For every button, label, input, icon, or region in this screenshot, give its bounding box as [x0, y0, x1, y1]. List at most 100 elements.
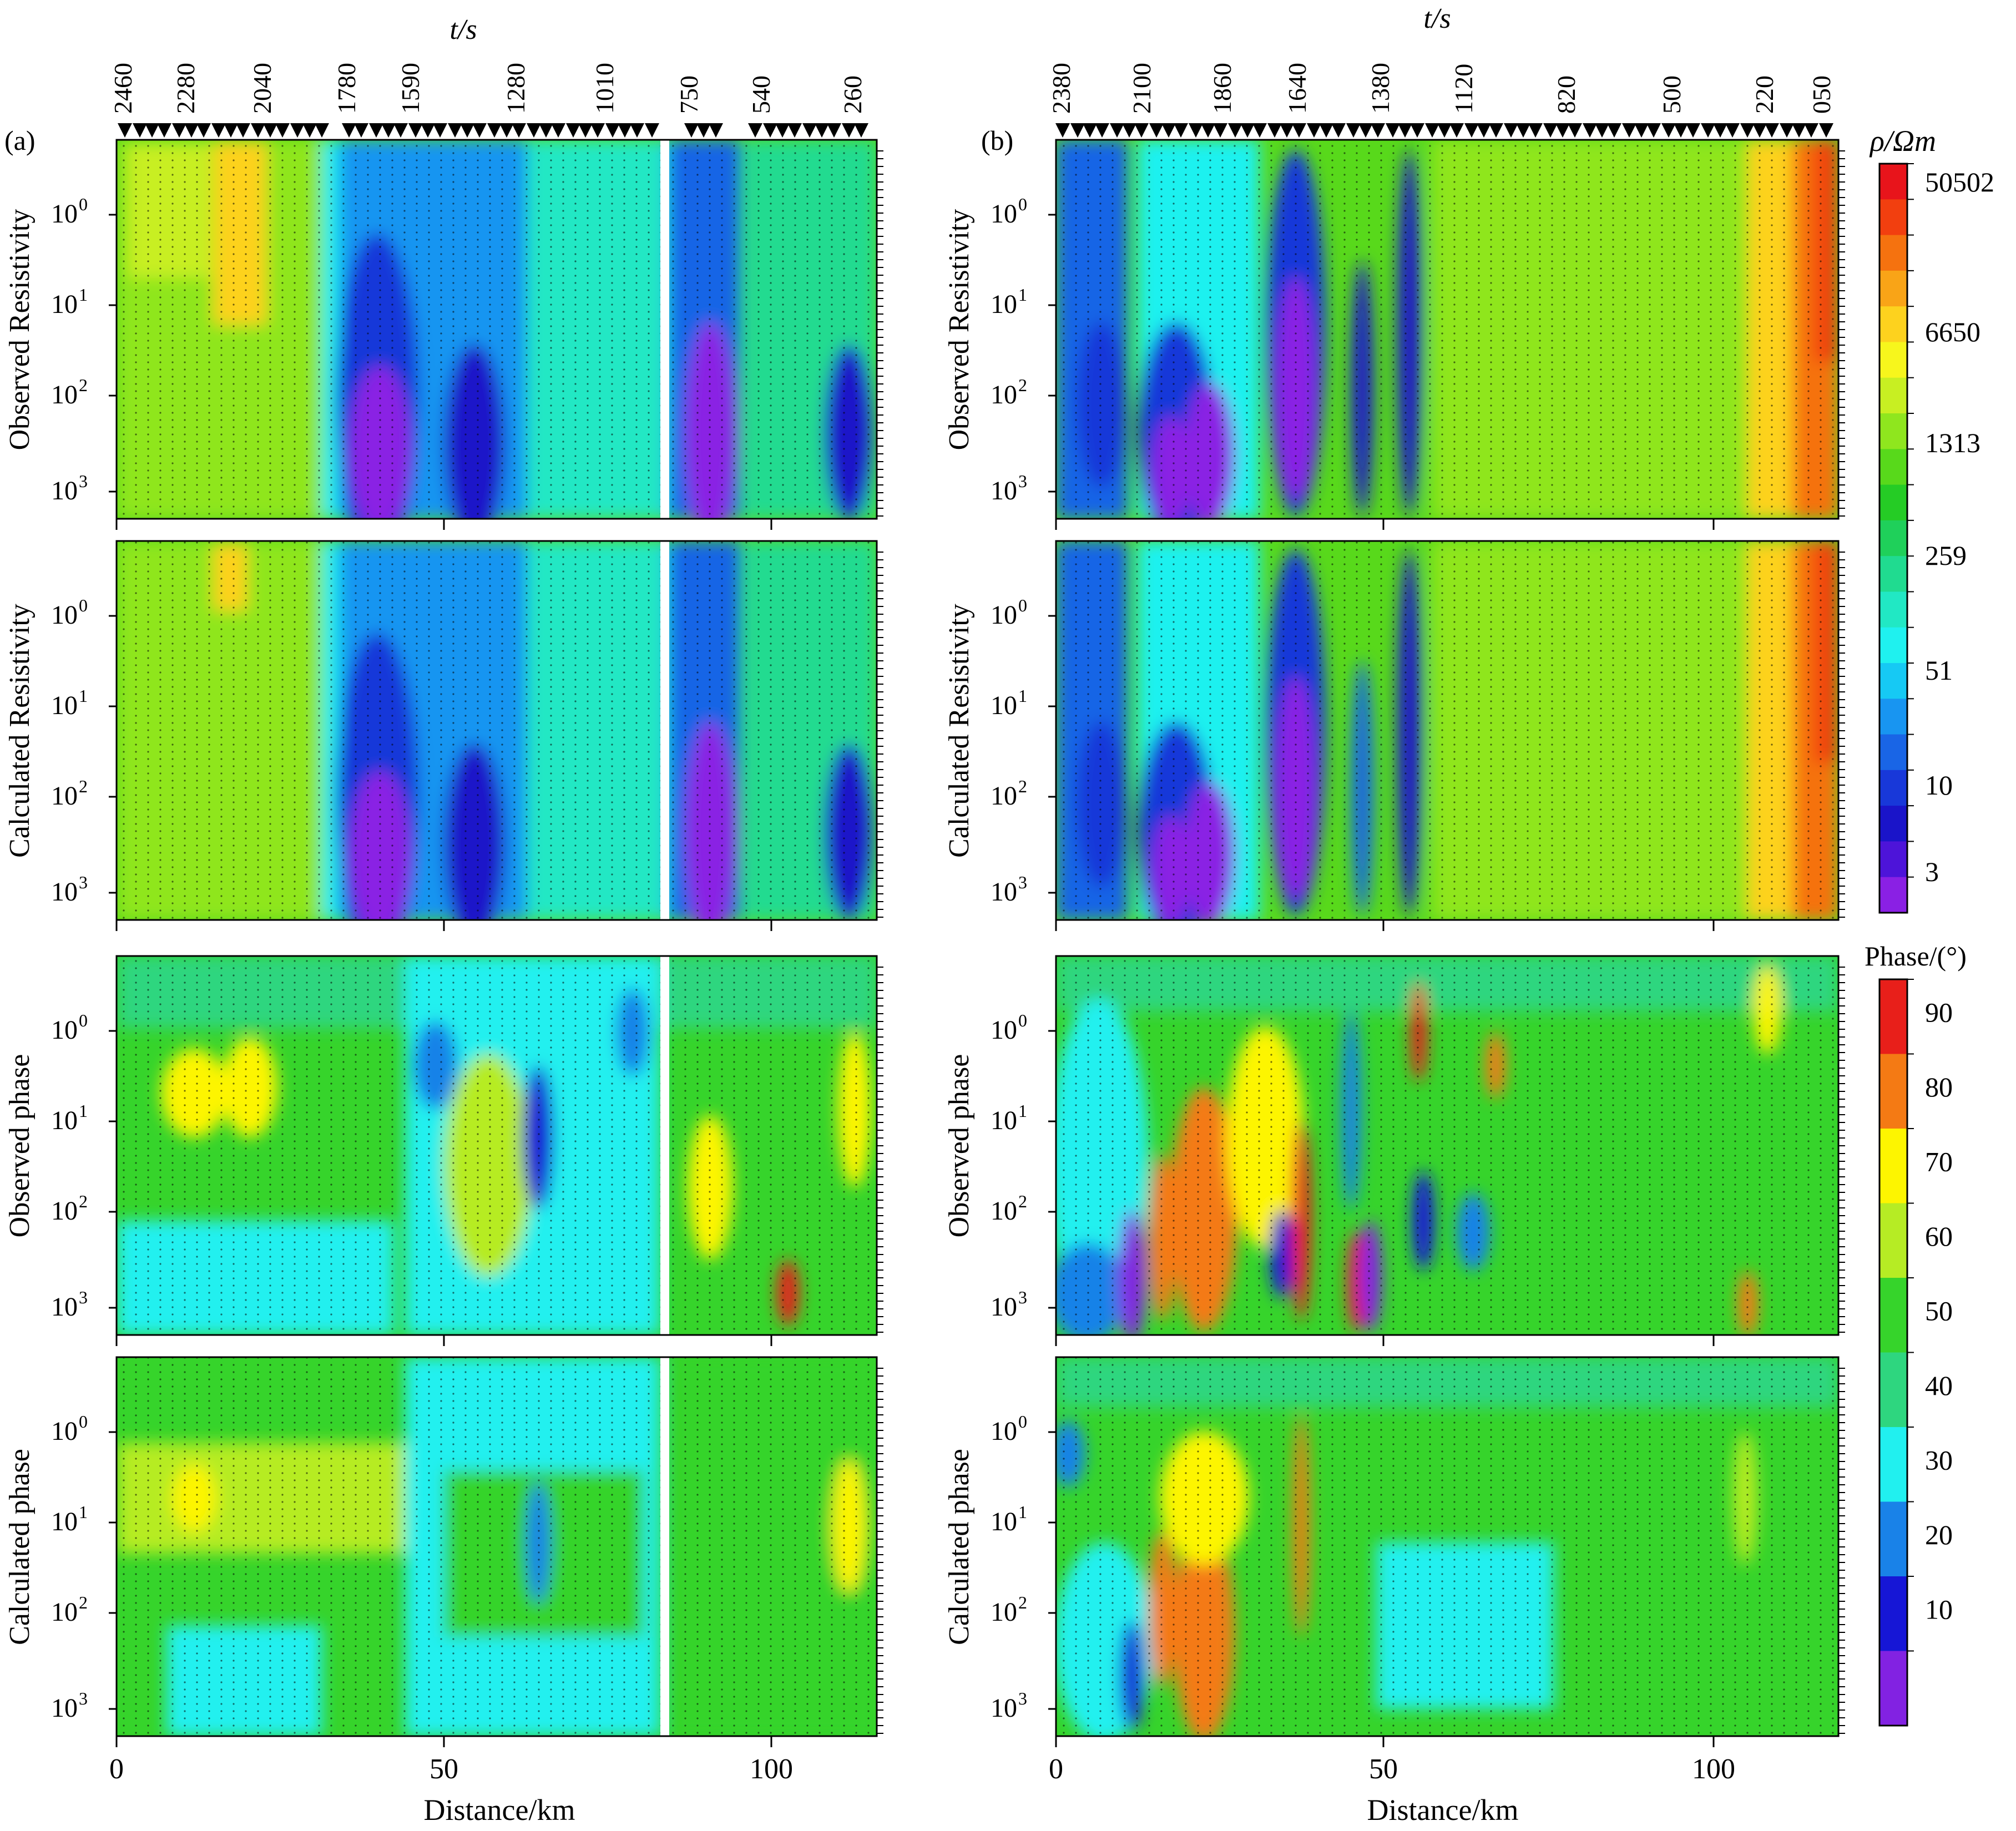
station-marker	[184, 123, 199, 138]
station-marker	[1543, 123, 1558, 138]
row-labels-b: Observed Resistivity Calculated Resistiv…	[943, 209, 975, 1645]
station-marker	[196, 123, 211, 138]
row-label-b-calculated-phase: Calculated phase	[943, 1449, 975, 1645]
station-marker	[854, 123, 868, 138]
y-tick-exponent: 0	[79, 1010, 88, 1030]
y-tick-exponent: 3	[1018, 872, 1027, 892]
station-marker	[1464, 123, 1479, 138]
colorbar-swatch	[1879, 770, 1907, 806]
period-tick-label: 540	[747, 75, 775, 114]
top-axis-label-a: t/s	[449, 14, 477, 45]
y-tick-label: 10	[991, 877, 1017, 907]
station-marker	[1358, 123, 1373, 138]
period-tick-label: 2280	[171, 63, 200, 114]
station-marker	[1213, 123, 1227, 138]
station-marker	[1622, 123, 1636, 138]
colorbar-label: 10	[1925, 770, 1953, 801]
station-marker	[1425, 123, 1439, 138]
x-axis-label-b: Distance/km	[1367, 1793, 1519, 1827]
station-marker	[802, 123, 817, 138]
row-label-b-observed-resistivity: Observed Resistivity	[943, 209, 975, 451]
colorbar-swatch	[1879, 1576, 1907, 1651]
top-axis-label-b: t/s	[1423, 3, 1451, 34]
station-marker	[1386, 123, 1400, 138]
colorbar-swatch	[1879, 306, 1907, 342]
colorbar-label: 30	[1925, 1445, 1953, 1476]
x-axis-label-a: Distance/km	[424, 1793, 575, 1827]
row-labels-a: Observed Resistivity Calculated Resistiv…	[4, 209, 36, 1645]
station-marker	[1319, 123, 1333, 138]
y-tick-label: 10	[51, 691, 78, 720]
y-tick-label: 10	[51, 290, 78, 319]
data-gap	[660, 956, 669, 1335]
station-marker	[566, 123, 580, 138]
station-marker	[1634, 123, 1649, 138]
colorbar-swatch	[1879, 520, 1907, 557]
station-marker	[1504, 123, 1518, 138]
station-marker	[421, 123, 435, 138]
x-tick-label: 100	[750, 1753, 793, 1785]
colorbar-swatch	[1879, 591, 1907, 628]
station-marker	[842, 123, 856, 138]
row-label-a-observed-resistivity: Observed Resistivity	[4, 209, 36, 451]
colorbar-swatch	[1879, 699, 1907, 735]
colorbar-label: 51	[1925, 655, 1953, 686]
station-marker	[1765, 123, 1779, 138]
station-marker	[1568, 123, 1582, 138]
station-marker	[684, 123, 699, 138]
station-marker	[236, 123, 250, 138]
station-marker	[1437, 123, 1452, 138]
colorbar-swatch	[1879, 199, 1907, 236]
row-label-a-calculated-phase: Calculated phase	[4, 1449, 36, 1645]
y-tick-exponent: 2	[79, 776, 88, 796]
plot-b-observed-phase	[1055, 955, 1840, 1336]
station-marker	[1674, 123, 1688, 138]
y-tick-exponent: 0	[79, 595, 88, 615]
station-marker	[1070, 123, 1085, 138]
station-marker	[1661, 123, 1676, 138]
station-marker	[763, 123, 777, 138]
y-tick-exponent: 2	[1018, 375, 1027, 395]
station-marker	[369, 123, 383, 138]
period-tick-label: 820	[1552, 75, 1580, 114]
colorbar-swatch	[1879, 1651, 1907, 1726]
period-tick-label: 1380	[1366, 63, 1394, 114]
station-marker	[1252, 123, 1267, 138]
station-marker	[172, 123, 186, 138]
colorbar-swatch	[1879, 841, 1907, 878]
x-tick-label: 0	[109, 1753, 124, 1785]
y-tick-exponent: 1	[79, 285, 88, 305]
period-tick-label: 1120	[1449, 64, 1478, 114]
colorbar-swatch	[1879, 413, 1907, 449]
y-tick-exponent: 0	[1018, 194, 1027, 214]
station-marker	[1725, 123, 1740, 138]
colorbar-label: 20	[1925, 1519, 1953, 1550]
y-tick-label: 10	[991, 1015, 1017, 1045]
period-tick-label: 2460	[109, 63, 137, 114]
y-tick-label: 10	[991, 691, 1017, 720]
y-tick-label: 10	[51, 1015, 78, 1045]
period-tick-label: 1640	[1283, 63, 1311, 114]
row-label-a-observed-phase: Observed phase	[4, 1054, 36, 1238]
station-marker	[1449, 123, 1464, 138]
row-label-b-calculated-resistivity: Calculated Resistivity	[943, 604, 975, 858]
colorbar-label: 3	[1925, 856, 1939, 887]
station-marker	[1122, 123, 1136, 138]
y-tick-label: 10	[991, 1106, 1017, 1135]
station-marker	[1149, 123, 1164, 138]
station-marker	[224, 123, 238, 138]
y-tick-exponent: 2	[1018, 776, 1027, 796]
station-marker	[1780, 123, 1794, 138]
colorbar-label: 60	[1925, 1221, 1953, 1252]
station-marker	[1095, 123, 1109, 138]
period-tick-label: 2040	[248, 63, 276, 114]
station-marker	[748, 123, 762, 138]
y-tick-exponent: 0	[1018, 595, 1027, 615]
y-tick-exponent: 3	[79, 471, 88, 491]
y-tick-label: 10	[51, 1507, 78, 1536]
period-tick-label: 2100	[1128, 63, 1156, 114]
colorbar-label: 259	[1925, 540, 1967, 571]
station-marker	[605, 123, 620, 138]
colorbar-label: 80	[1925, 1071, 1953, 1102]
colorbar-label: 70	[1925, 1146, 1953, 1177]
